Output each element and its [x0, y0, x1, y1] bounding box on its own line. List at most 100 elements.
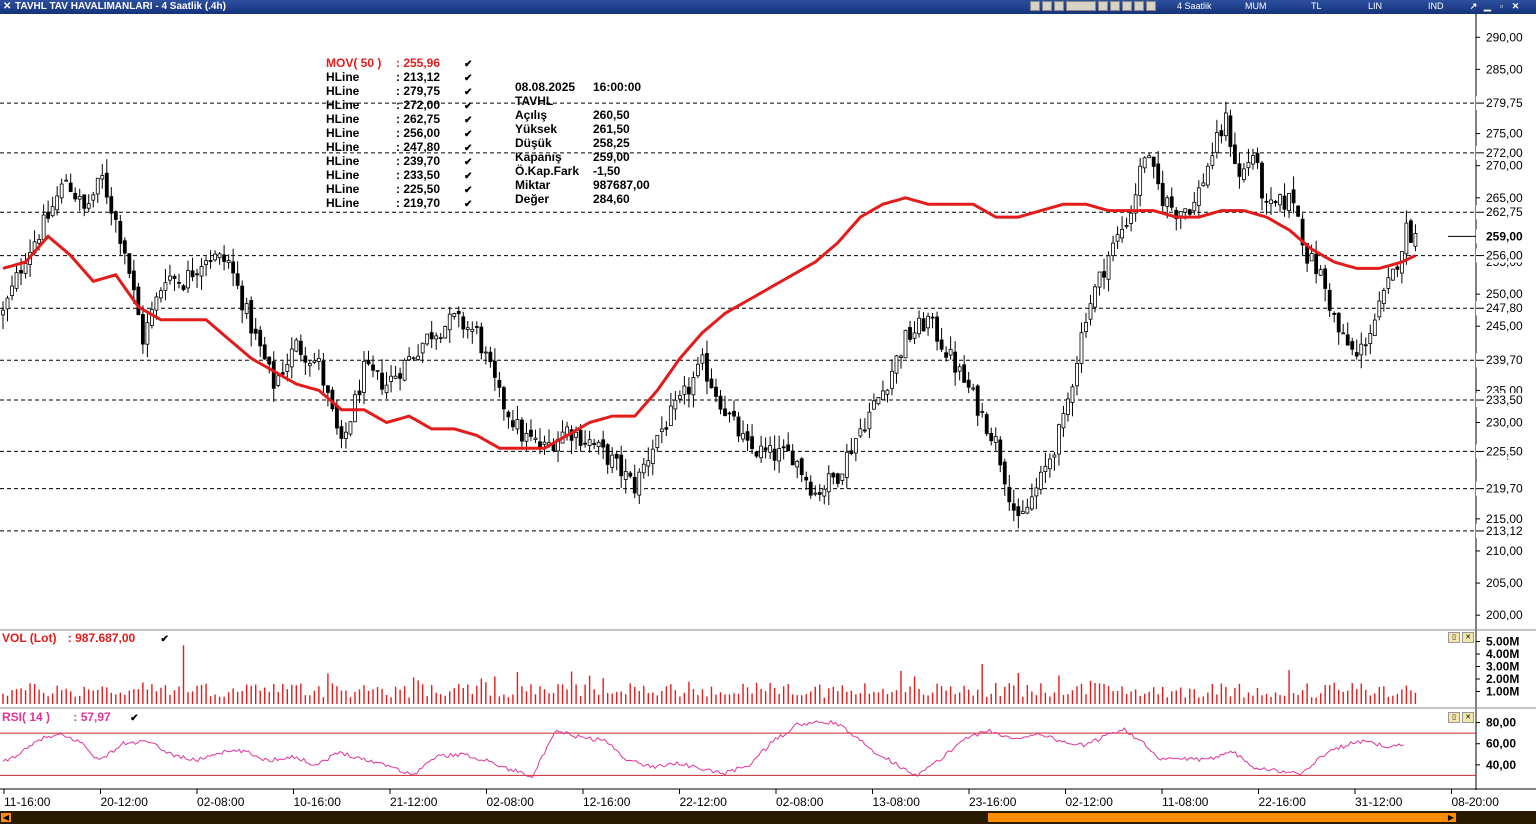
check-icon[interactable]: ✔ — [130, 713, 139, 724]
candle-body — [605, 444, 610, 465]
period-selector[interactable]: 4 Saatlik — [1177, 1, 1212, 11]
legend-row-mov[interactable]: MOV( 50 ): 255,96 ✔ — [326, 56, 474, 70]
candle-body — [876, 397, 881, 405]
legend-row-hline[interactable]: HLine: 225,50 ✔ — [326, 182, 474, 196]
candle-body — [1029, 496, 1034, 510]
hline-label-bg — [1476, 248, 1534, 263]
check-icon[interactable]: ✔ — [464, 157, 473, 168]
candle-body — [601, 439, 606, 448]
candle-body — [213, 253, 217, 261]
hline-label-bg — [1476, 145, 1534, 160]
legend-value: : 247,80 — [396, 140, 441, 154]
panel-close-icon[interactable]: ✕ — [1462, 632, 1474, 643]
scroll-right-icon[interactable]: ▶ — [1446, 813, 1456, 822]
tool-icon[interactable] — [1146, 1, 1156, 11]
close-window-icon[interactable]: ✕ — [1511, 1, 1520, 11]
candle-body — [650, 448, 655, 464]
legend-row-hline[interactable]: HLine: 219,70 ✔ — [326, 196, 474, 210]
tool-icon[interactable] — [1030, 1, 1040, 11]
candle-body — [578, 429, 583, 446]
candle-body — [1075, 362, 1079, 387]
currency-selector[interactable]: TL — [1311, 1, 1322, 11]
horizontal-scrollbar[interactable]: ◀ ▶ — [0, 811, 1536, 824]
tool-icon[interactable] — [1042, 1, 1052, 11]
candle-body — [483, 351, 488, 354]
candle-body — [840, 473, 845, 481]
info-key: Düşük — [515, 136, 552, 150]
tool-icon[interactable] — [1122, 1, 1132, 11]
indicator-selector[interactable]: IND — [1428, 1, 1444, 11]
check-icon[interactable]: ✔ — [464, 143, 473, 154]
scroll-left-icon[interactable]: ◀ — [1, 813, 11, 822]
panel-settings-icon[interactable]: ▯ — [1448, 632, 1460, 643]
candle-body — [1048, 458, 1052, 470]
check-icon[interactable]: ✔ — [464, 199, 473, 210]
check-icon[interactable]: ✔ — [464, 73, 473, 84]
candle-body — [975, 385, 980, 416]
candle-body — [596, 441, 601, 448]
candle-body — [628, 472, 633, 477]
info-key: Değer — [515, 192, 550, 206]
candle-body — [1386, 277, 1391, 289]
tool-icon[interactable] — [1134, 1, 1144, 11]
legend-row-hline[interactable]: HLine: 247,80 ✔ — [326, 140, 474, 154]
candle-body — [664, 427, 669, 430]
check-icon[interactable]: ✔ — [464, 101, 473, 112]
check-icon[interactable]: ✔ — [464, 171, 473, 182]
check-icon[interactable]: ✔ — [160, 634, 169, 645]
check-icon[interactable]: ✔ — [464, 115, 473, 126]
legend-row-hline[interactable]: HLine: 213,12 ✔ — [326, 70, 474, 84]
candle-body — [768, 445, 773, 453]
candle-body — [1345, 334, 1350, 346]
tool-icon[interactable] — [1054, 1, 1064, 11]
candle-body — [736, 416, 741, 437]
candle-body — [402, 359, 407, 381]
panel-settings-icon[interactable]: ▯ — [1448, 712, 1460, 723]
candle-body — [321, 360, 326, 386]
scroll-thumb[interactable] — [988, 813, 1450, 822]
candle-body — [240, 285, 245, 311]
legend-value: : 233,50 — [396, 168, 441, 182]
legend-row-hline[interactable]: HLine: 256,00 ✔ — [326, 126, 474, 140]
candle-body — [524, 433, 529, 442]
legend-label: HLine — [326, 126, 360, 140]
candle-body — [199, 265, 204, 277]
candle-body — [339, 426, 344, 439]
horizontal-lines — [0, 102, 1476, 532]
maximize-icon[interactable]: ▫ — [1499, 1, 1504, 11]
legend-row-hline[interactable]: HLine: 262,75 ✔ — [326, 112, 474, 126]
candle-body — [289, 348, 294, 368]
tool-field[interactable] — [1066, 1, 1096, 11]
legend-row-hline[interactable]: HLine: 239,70 ✔ — [326, 154, 474, 168]
candle-body — [1007, 487, 1012, 503]
candle-body — [5, 297, 10, 310]
tool-icon[interactable] — [1110, 1, 1120, 11]
candle-body — [1233, 144, 1237, 164]
candle-body — [1088, 303, 1093, 320]
close-icon[interactable]: ✕ — [3, 1, 12, 12]
check-icon[interactable]: ✔ — [464, 87, 473, 98]
chart-type-selector[interactable]: MUM — [1245, 1, 1267, 11]
legend-row-hline[interactable]: HLine: 233,50 ✔ — [326, 168, 474, 182]
candle-body — [86, 203, 91, 209]
legend-row-hline[interactable]: HLine: 272,00 ✔ — [326, 98, 474, 112]
scale-selector[interactable]: LIN — [1368, 1, 1383, 11]
check-icon[interactable]: ✔ — [464, 185, 473, 196]
minimize-icon[interactable]: ▁ — [1484, 1, 1491, 11]
legend-row-hline[interactable]: HLine: 279,75 ✔ — [326, 84, 474, 98]
check-icon[interactable]: ✔ — [464, 59, 473, 70]
candle-body — [492, 360, 497, 378]
candle-body — [533, 437, 538, 440]
candle-body — [799, 458, 804, 476]
check-icon[interactable]: ✔ — [464, 129, 473, 140]
panel-close-icon[interactable]: ✕ — [1462, 712, 1474, 723]
hline-label-bg — [1476, 301, 1534, 316]
legend-label: HLine — [326, 154, 360, 168]
candle-body — [966, 379, 971, 388]
pin-icon[interactable]: ↗ — [1469, 1, 1478, 11]
candle-body — [677, 394, 682, 400]
candle-body — [1409, 220, 1413, 243]
price-tick-label: 270,00 — [1486, 159, 1523, 173]
tool-icon[interactable] — [1098, 1, 1108, 11]
